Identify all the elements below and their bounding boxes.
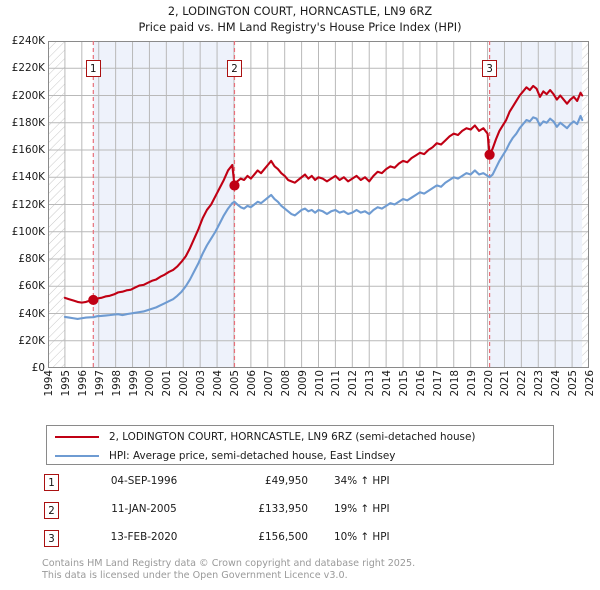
x-tick-label: 2019 (465, 370, 478, 397)
x-tick-label: 2015 (398, 370, 411, 397)
x-tick-label: 2002 (178, 370, 191, 397)
y-tick-label: £160K (11, 144, 45, 156)
transaction-price: £156,500 (258, 531, 308, 543)
chart-svg (48, 41, 589, 368)
legend-item: HPI: Average price, semi-detached house,… (47, 446, 395, 466)
y-tick-label: £100K (11, 225, 45, 238)
y-tick-label: £240K (11, 35, 45, 47)
x-tick-label: 2013 (364, 370, 377, 397)
legend-label: 2, LODINGTON COURT, HORNCASTLE, LN9 6RZ … (109, 431, 476, 443)
y-tick-label: £120K (11, 198, 45, 211)
y-tick-label: £20K (18, 334, 45, 347)
legend-item: 2, LODINGTON COURT, HORNCASTLE, LN9 6RZ … (47, 427, 475, 447)
transactions-table: 1 04-SEP-1996 £49,950 34% ↑ HPI 2 11-JAN-2005… (44, 472, 524, 556)
y-tick-label: £80K (18, 253, 45, 265)
x-tick-label: 2003 (195, 370, 208, 397)
plot-marker-badge-1: 1 (85, 60, 101, 77)
transaction-date: 11-JAN-2005 (111, 503, 177, 515)
y-tick-label: £200K (11, 89, 45, 102)
transaction-hpi-delta: 19% ↑ HPI (334, 503, 390, 515)
x-tick-label: 2017 (431, 370, 444, 397)
x-tick-label: 2011 (330, 370, 343, 397)
legend-color-swatch (55, 455, 99, 457)
x-tick-label: 2007 (262, 370, 275, 397)
y-tick-label: £220K (11, 62, 45, 75)
x-tick-label: 2001 (161, 370, 174, 397)
x-tick-label: 2004 (212, 370, 225, 397)
plot-marker-badge-2: 2 (226, 60, 242, 77)
x-tick-label: 2000 (144, 370, 157, 397)
x-tick-label: 1994 (43, 370, 55, 397)
transaction-date: 04-SEP-1996 (110, 475, 178, 487)
x-tick-label: 2016 (414, 370, 427, 397)
footer-line-1: Contains HM Land Registry data © Crown c… (42, 558, 416, 569)
y-tick-label: £0 (31, 362, 45, 374)
x-tick-label: 2009 (296, 370, 309, 397)
table-row: 1 04-SEP-1996 £49,950 34% ↑ HPI (44, 472, 524, 500)
transaction-badge: 1 (44, 474, 59, 491)
transaction-badge: 2 (44, 502, 59, 519)
plot-marker-badge-3: 3 (482, 60, 498, 77)
y-tick-label: £40K (18, 307, 45, 320)
chart-title-block: 2, LODINGTON COURT, HORNCASTLE, LN9 6RZ … (0, 4, 600, 36)
x-tick-label: 2005 (228, 370, 241, 397)
transaction-hpi-delta: 34% ↑ HPI (334, 475, 390, 487)
x-tick-label: 2010 (313, 370, 326, 397)
legend-label: HPI: Average price, semi-detached house,… (109, 450, 396, 462)
transaction-date: 13-FEB-2020 (110, 531, 178, 543)
transaction-hpi-delta: 10% ↑ HPI (334, 531, 390, 543)
y-axis-labels: £0 £20K £40K £60K £80K £100K £120K £140K £160K £1… (0, 35, 45, 374)
y-tick-label: £60K (18, 280, 45, 293)
x-tick-label: 2006 (245, 370, 258, 397)
x-tick-label: 1995 (59, 370, 72, 397)
x-tick-label: 1997 (93, 370, 106, 397)
transaction-badge: 3 (44, 530, 59, 547)
footer-attribution: Contains HM Land Registry data © Crown c… (42, 558, 582, 581)
x-tick-label: 2012 (347, 370, 360, 397)
legend-color-swatch (55, 436, 99, 438)
x-tick-label: 2020 (482, 370, 495, 397)
x-axis-labels: 1994 1995 1996 1997 1998 1999 2000 2001 2002 2003… (43, 370, 596, 416)
x-tick-label: 2014 (381, 370, 394, 397)
x-tick-label: 1999 (127, 370, 140, 397)
x-tick-label: 2023 (533, 370, 546, 397)
y-tick-label: £140K (11, 171, 45, 184)
x-tick-label: 2021 (499, 370, 512, 397)
x-tick-label: 2026 (584, 370, 596, 397)
transaction-price: £133,950 (258, 503, 308, 515)
x-tick-label: 2018 (448, 370, 461, 397)
x-tick-label: 2024 (550, 370, 563, 397)
table-row: 3 13-FEB-2020 £156,500 10% ↑ HPI (44, 528, 524, 556)
page-subtitle: Price paid vs. HM Land Registry's House … (138, 21, 462, 34)
x-tick-label: 1998 (110, 370, 123, 397)
x-tick-label: 1996 (76, 370, 89, 397)
table-row: 2 11-JAN-2005 £133,950 19% ↑ HPI (44, 500, 524, 528)
footer-line-2: This data is licensed under the Open Gov… (42, 569, 348, 581)
chart-plot-area: 1 2 3 (48, 41, 589, 368)
transaction-price: £49,950 (265, 475, 308, 487)
x-tick-label: 2008 (279, 370, 292, 397)
y-tick-label: £180K (11, 116, 45, 129)
page-title: 2, LODINGTON COURT, HORNCASTLE, LN9 6RZ (167, 5, 433, 18)
chart-legend: 2, LODINGTON COURT, HORNCASTLE, LN9 6RZ … (46, 425, 554, 465)
x-tick-label: 2025 (567, 370, 580, 397)
x-tick-label: 2022 (516, 370, 529, 397)
